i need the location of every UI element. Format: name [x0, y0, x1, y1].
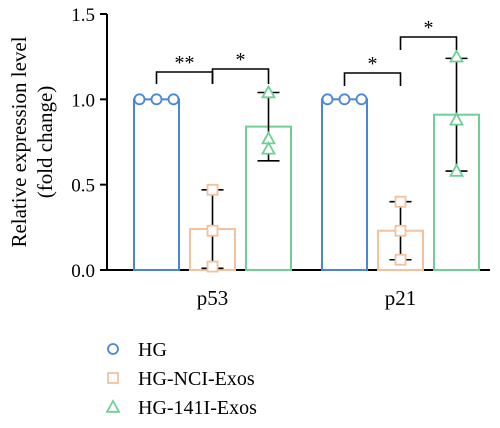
legend-marker [105, 399, 121, 413]
data-point [206, 260, 219, 273]
significance-bracket [211, 68, 270, 84]
significance-bracket [343, 72, 402, 86]
significance-label: * [236, 49, 246, 71]
data-point [394, 224, 407, 237]
legend-label: HG [138, 339, 167, 361]
data-point [448, 48, 465, 63]
data-point [355, 93, 368, 106]
data-point [206, 224, 219, 237]
legend-label: HG-141I-Exos [138, 397, 257, 419]
legend-item: HG [107, 339, 167, 361]
legend-marker [107, 343, 119, 355]
y-tick-label: 0.0 [71, 261, 95, 282]
data-point [394, 253, 407, 266]
y-tick-label: 1.5 [71, 5, 95, 26]
y-axis-title-line: Relative expression level [7, 36, 31, 247]
legend-item: HG-141I-Exos [105, 397, 257, 419]
x-tick-label: p53 [197, 286, 229, 310]
legend: HG HG-NCI-Exos HG-141I-Exos [105, 339, 257, 419]
significance-bracket [399, 36, 458, 50]
bar-p21-HG [321, 98, 368, 272]
legend-label: HG-NCI-Exos [138, 368, 255, 390]
data-point [206, 183, 219, 196]
y-tick-label: 0.5 [71, 176, 95, 197]
data-point [448, 163, 465, 177]
significance-label: ** [175, 52, 195, 74]
y-tick-label: 1.0 [71, 90, 95, 111]
data-point [260, 140, 277, 155]
data-point [150, 93, 163, 106]
data-point [167, 93, 180, 106]
bar-p53-HG [133, 98, 180, 272]
y-axis-title: Relative expression level (fold change) [7, 36, 57, 247]
data-point [321, 93, 334, 106]
legend-marker [107, 372, 119, 384]
data-point [260, 84, 277, 99]
x-tick-label: p21 [385, 286, 417, 310]
significance-label: * [368, 53, 378, 75]
data-point [394, 195, 407, 208]
significance-label: * [424, 17, 434, 39]
data-point [448, 111, 465, 126]
y-axis-title-line: (fold change) [33, 86, 57, 199]
data-point [338, 93, 351, 106]
legend-item: HG-NCI-Exos [107, 368, 255, 390]
data-point [133, 93, 146, 106]
